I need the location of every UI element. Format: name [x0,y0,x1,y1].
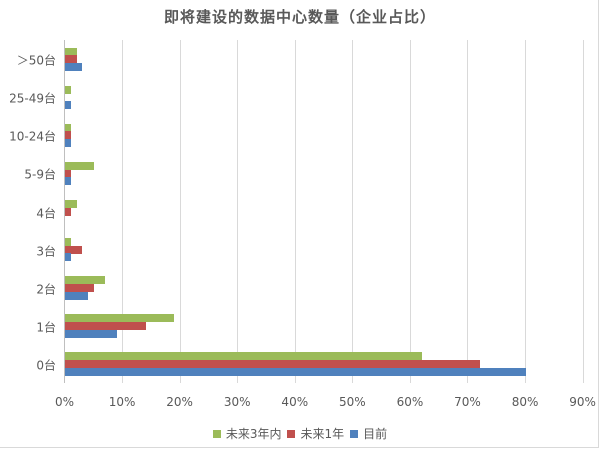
x-tick-label: 50% [339,395,366,409]
bar-2 [65,329,117,338]
legend-label: 目前 [363,427,388,441]
bar-1 [65,55,77,64]
y-category-label: ＞50台 [16,53,56,68]
bar-0 [65,314,175,323]
gridline [122,40,123,383]
bar-2 [65,177,71,186]
bar-2 [65,62,83,71]
gridline [583,40,584,383]
legend-label: 未来3年内 [225,427,282,441]
y-category-label: 5-9台 [24,167,56,182]
chart-title: 即将建设的数据中心数量（企业占比） [163,8,436,26]
bar-1 [65,207,71,216]
gridline [410,40,411,383]
y-category-label: 25-49台 [9,91,56,106]
legend-swatch-icon [287,429,296,438]
bar-2 [65,367,526,376]
gridline [237,40,238,383]
bar-0 [65,238,71,247]
bar-1 [65,245,83,254]
gridline [295,40,296,383]
gridline [525,40,526,383]
gridline [352,40,353,383]
y-category-label: 10-24台 [9,129,56,144]
y-category-label: 1台 [36,320,56,335]
x-tick-label: 20% [166,395,193,409]
x-tick-label: 10% [108,395,136,409]
bar-0 [65,199,77,208]
bar-0 [65,161,94,170]
x-tick-label: 90% [569,395,596,409]
bar-0 [65,123,71,132]
gridline [467,40,468,383]
chart-legend: 未来3年内 未来1年 目前 [0,425,600,442]
bar-2 [65,291,89,300]
bar-1 [65,321,146,330]
bar-0 [65,352,422,361]
x-tick-label: 0% [54,395,75,409]
y-category-label: 4台 [36,206,56,220]
bar-1 [65,131,71,140]
legend-item: 未来1年 [287,425,344,442]
bar-2 [65,101,71,110]
x-tick-label: 60% [396,395,424,409]
bar-2 [65,139,71,148]
bar-1 [65,283,94,292]
bar-1 [65,360,480,369]
y-axis-line [64,40,65,383]
y-category-label: 0台 [36,358,56,373]
bar-1 [65,169,71,178]
bar-0 [65,47,77,56]
y-category-label: 2台 [36,282,56,297]
x-tick-label: 30% [223,395,251,409]
y-category-label: 3台 [36,244,56,259]
legend-item: 目前 [350,425,387,442]
bar-0 [65,276,106,285]
legend-label: 未来1年 [300,427,345,441]
gridline [180,40,181,383]
x-tick-label: 70% [454,395,481,409]
legend-item: 未来3年内 [212,425,282,442]
legend-swatch-icon [350,429,359,438]
x-tick-label: 80% [511,395,539,409]
x-tick-label: 40% [281,395,309,409]
bar-2 [65,253,71,262]
bar-0 [65,85,71,94]
legend-swatch-icon [212,429,221,438]
